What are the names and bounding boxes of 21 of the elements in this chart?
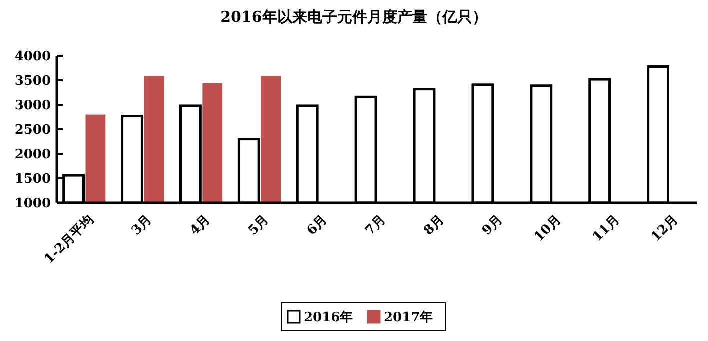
x-tick-label: 3月: [129, 212, 156, 239]
x-tick-label: 12月: [648, 212, 682, 246]
x-tick-label: 4月: [188, 212, 214, 239]
x-tick-label: 9月: [480, 212, 506, 239]
legend-label: 2017年: [384, 310, 434, 326]
y-tick-label: 1500: [14, 172, 51, 188]
x-tick-label: 10月: [532, 212, 564, 246]
y-tick-label: 3000: [14, 98, 51, 114]
x-tick-label: 7月: [362, 212, 390, 239]
x-tick-label: 6月: [304, 212, 331, 239]
y-tick-label: 4000: [14, 50, 51, 65]
x-tick-label: 8月: [421, 212, 448, 239]
x-tick-label: 1-2月平均: [42, 212, 97, 268]
legend-label: 2016年: [304, 310, 354, 326]
x-tick-label: 5月: [246, 212, 272, 239]
y-tick-label: 1000: [14, 196, 51, 212]
chart-title: 2016年以来电子元件月度产量（亿只）: [220, 8, 488, 26]
y-tick-label: 2000: [14, 148, 51, 163]
x-tick-label: 11月: [590, 212, 623, 246]
y-tick-label: 3500: [14, 74, 51, 90]
y-tick-label: 2500: [14, 123, 51, 138]
